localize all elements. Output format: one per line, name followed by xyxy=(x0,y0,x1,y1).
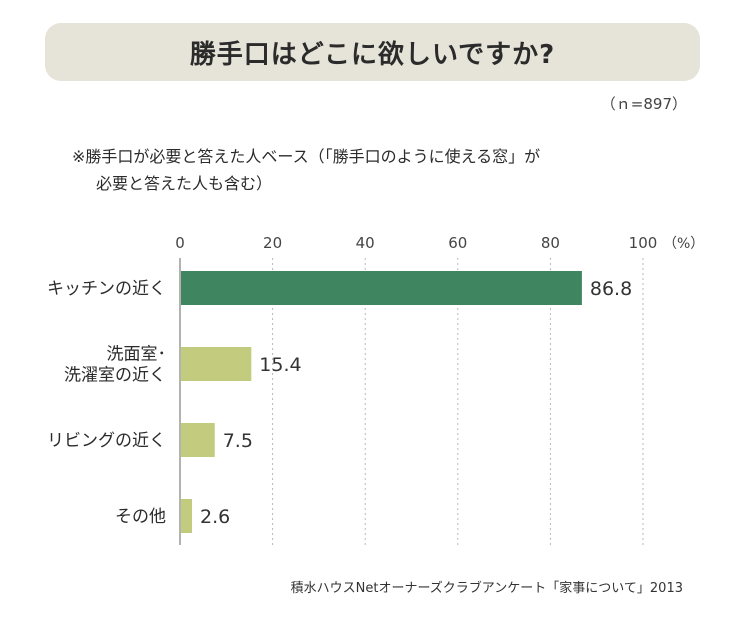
title-banner: 勝手口はどこに欲しいですか? xyxy=(45,23,700,81)
bar xyxy=(181,347,252,381)
category-label: その他 xyxy=(115,507,166,527)
x-unit-label: （%） xyxy=(663,236,704,252)
data-label: 2.6 xyxy=(200,506,230,528)
x-tick-label: 60 xyxy=(448,234,467,252)
sample-size: （ｎ=897） xyxy=(600,95,687,113)
x-tick-label: 20 xyxy=(263,234,282,252)
source-citation: 積水ハウスNetオーナーズクラブアンケート「家事について」2013 xyxy=(290,581,683,596)
bar xyxy=(181,423,215,457)
chart-title: 勝手口はどこに欲しいですか? xyxy=(189,39,556,70)
footnote-base: ※勝手口が必要と答えた人ベース（「勝手口のように使える窓」が 必要と答えた人も含… xyxy=(72,143,672,197)
data-label: 86.8 xyxy=(590,278,632,300)
category-label: 洗濯室の近く xyxy=(64,366,166,386)
bar xyxy=(181,499,193,533)
data-label: 7.5 xyxy=(223,430,253,452)
note-line-1: ※勝手口が必要と答えた人ベース（「勝手口のように使える窓」が xyxy=(72,147,541,166)
data-label: 15.4 xyxy=(259,354,301,376)
x-tick-label: 100 xyxy=(629,234,658,252)
category-label: リビングの近く xyxy=(47,431,166,451)
category-label: キッチンの近く xyxy=(47,279,166,299)
x-tick-label: 40 xyxy=(356,234,375,252)
note-line-2: 必要と答えた人も含む） xyxy=(96,174,273,193)
x-tick-label: 0 xyxy=(175,234,185,252)
x-tick-label: 80 xyxy=(541,234,560,252)
bar xyxy=(181,271,582,305)
category-label: 洗面室･ xyxy=(107,345,167,365)
